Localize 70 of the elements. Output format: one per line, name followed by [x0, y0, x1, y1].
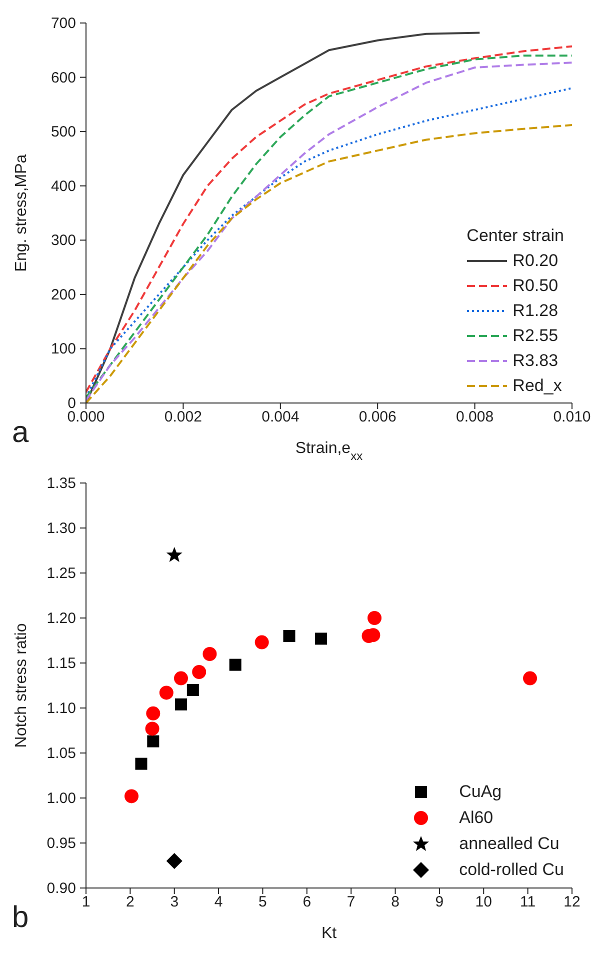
x-tick-label: 0.008: [456, 408, 494, 426]
x-tick-label: 8: [391, 894, 400, 911]
y-tick-label: 200: [50, 286, 76, 304]
y-tick-label: 300: [50, 232, 76, 250]
y-tick-label: 1.30: [46, 520, 76, 537]
text: b: [12, 901, 29, 935]
y-tick-label: 1.25: [46, 565, 76, 582]
legend-label: R0.20: [512, 250, 558, 270]
point: [202, 647, 217, 661]
point: [159, 686, 174, 700]
x-tick-label: 1: [82, 894, 90, 911]
x-tick-label: 7: [346, 894, 356, 911]
point: [192, 665, 206, 679]
point: [315, 632, 328, 645]
legend-label: Al60: [459, 808, 494, 828]
point: [186, 684, 199, 696]
x-tick-label: 0.002: [164, 408, 202, 426]
x-axis-title: Strain,e$_{xx}$: [295, 440, 363, 463]
y-tick-label: 1.35: [46, 475, 76, 492]
x-tick-label: 2: [126, 894, 134, 911]
legend-label: cold-rolled Cu: [459, 860, 564, 880]
x-axis-title: Kt: [321, 925, 338, 942]
x-tick-label: 3: [170, 894, 179, 911]
legend-label: R2.55: [512, 326, 558, 346]
legend-label: Red_x: [512, 376, 562, 396]
x-tick-label: 4: [214, 894, 223, 911]
point: [166, 547, 182, 562]
x-tick-label: 11: [520, 894, 536, 911]
point: [166, 853, 182, 869]
y-tick-label: 400: [50, 178, 76, 195]
legend-label: annealled Cu: [459, 834, 560, 854]
y-tick-label: 500: [50, 124, 76, 141]
y-tick-label: 700: [50, 15, 76, 32]
y-axis-title: Eng. stress,MPa: [13, 154, 30, 272]
legend-label: R3.83: [512, 350, 558, 370]
point: [146, 706, 160, 720]
x-tick-label: 5: [258, 894, 267, 911]
x-tick-label: 9: [435, 894, 444, 911]
x-tick-label: 0.010: [553, 408, 591, 426]
point: [254, 635, 269, 650]
legend-label: R1.28: [512, 300, 558, 320]
x-tick-label: 6: [302, 894, 312, 911]
x-tick-label: 10: [475, 894, 492, 911]
point: [229, 658, 242, 671]
text: a: [12, 416, 29, 450]
point: [147, 735, 160, 748]
legend-label: CuAg: [459, 782, 502, 802]
x-tick-label: 0.006: [358, 408, 396, 426]
y-tick-label: 1.05: [46, 745, 76, 762]
point: [124, 789, 139, 804]
point: [145, 722, 160, 736]
legend-title: Center strain: [466, 226, 564, 246]
point: [135, 758, 148, 770]
point: [368, 611, 382, 625]
x-tick-label: 12: [564, 894, 580, 911]
y-axis-title: Notch stress ratio: [13, 623, 30, 748]
y-tick-label: 1.20: [46, 610, 76, 627]
y-tick-label: 1.15: [46, 655, 76, 672]
point: [283, 630, 296, 642]
y-tick-label: 600: [50, 69, 76, 86]
legend-label: R0.50: [512, 276, 558, 296]
x-tick-label: 0.004: [262, 408, 300, 426]
y-tick-label: 1.00: [46, 790, 76, 807]
y-tick-label: 1.10: [46, 700, 76, 717]
point: [174, 671, 188, 686]
y-tick-label: 0.90: [46, 880, 76, 897]
y-tick-label: 0.95: [46, 835, 76, 852]
point: [174, 698, 187, 710]
y-tick-label: 100: [50, 340, 76, 358]
point: [523, 671, 538, 686]
